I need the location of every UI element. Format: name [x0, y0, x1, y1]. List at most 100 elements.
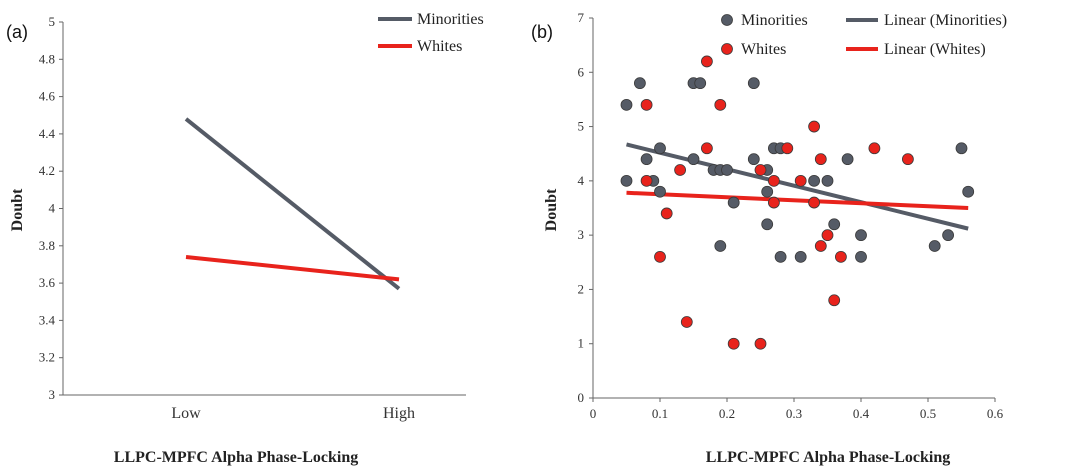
panel-b-legend-label: Minorities [741, 12, 808, 29]
panel-b-point-0 [808, 174, 820, 187]
panel-a-y-tick-label: 4.2 [39, 163, 55, 178]
panel-a-x-axis-title: LLPC-MPFC Alpha Phase-Locking [114, 449, 358, 466]
panel-b-point-0 [855, 250, 867, 263]
panel-b-point-1 [868, 142, 881, 155]
panel-a-legend-label: Minorities [417, 11, 484, 28]
panel-b-point-1 [794, 174, 807, 187]
panel-b-y-tick-label: 0 [578, 390, 585, 405]
panel-b-y-tick-label: 7 [578, 10, 585, 25]
panel-a-y-tick-label: 4.6 [39, 89, 56, 104]
panel-b-point-1 [660, 207, 673, 220]
panel-b-point-1 [680, 316, 693, 328]
panel-b-legend-label: Linear (Minorities) [884, 12, 1007, 29]
panel-b-point-0 [654, 185, 666, 198]
panel-b-y-tick-label: 2 [578, 281, 585, 296]
panel-b-point-1 [814, 240, 827, 252]
panel-a-y-tick-label: 3.6 [39, 275, 56, 290]
panel-b-point-1 [808, 120, 820, 133]
panel-b-legend-marker [721, 14, 733, 26]
panel-b-point-0 [620, 98, 633, 111]
panel-b-point-1 [781, 142, 794, 155]
panel-b-point-1 [640, 98, 653, 111]
panel-b-point-0 [828, 218, 841, 231]
panel-b-point-1 [640, 174, 653, 187]
panel-b-y-tick-label: 4 [578, 173, 585, 188]
panel-a-y-tick-label: 5 [49, 14, 56, 29]
panel-a-series-line-0 [184, 117, 401, 291]
panel-b-point-1 [701, 142, 713, 155]
panel-a-series-line-1 [185, 255, 400, 282]
panel-a-y-tick-label: 4 [49, 201, 56, 216]
panel-b-point-0 [928, 240, 941, 252]
panel-a-legend: Minorities Whites [378, 11, 484, 55]
panel-b-point-1 [754, 164, 767, 176]
panel-b-x-tick-label: 0.4 [853, 406, 870, 421]
panel-b-point-0 [640, 153, 653, 166]
panel-b-point-1 [654, 250, 666, 263]
panel-b-y-axis-title: Doubt [543, 188, 560, 231]
panel-b-point-0 [855, 229, 867, 242]
panel-b-x-axis-title: LLPC-MPFC Alpha Phase-Locking [706, 449, 950, 466]
panel-b-legend-marker [721, 43, 733, 55]
panel-b-point-0 [955, 142, 968, 155]
panel-b-point-0 [821, 174, 834, 187]
panel-b-point-0 [841, 153, 854, 166]
panel-b-point-1 [714, 98, 727, 111]
panel-b-label: (b) [531, 22, 553, 42]
panel-b-point-0 [942, 229, 954, 242]
panel-b-point-0 [747, 153, 760, 166]
panel-a-y-tick-label: 3.8 [39, 238, 55, 253]
panel-b-x-tick-label: 0.6 [987, 406, 1004, 421]
panel-b-point-0 [761, 218, 774, 231]
panel-b-point-0 [727, 196, 740, 209]
panel-a-y-axis-title: Doubt [9, 188, 26, 231]
panel-b-point-0 [774, 250, 787, 263]
panel-b-x-tick-label: 0.3 [786, 406, 802, 421]
panel-b-legend: Minorities Whites Linear (Minorities) Linea… [721, 12, 1007, 58]
panel-b-point-0 [714, 240, 727, 252]
panel-a-x-tick-label: High [383, 405, 415, 422]
panel-b-point-1 [727, 337, 740, 350]
panel-a-y-tick-label: 3.4 [39, 312, 56, 327]
panel-a-x-tick-label: Low [171, 405, 201, 422]
panel-b-point-0 [654, 142, 666, 155]
panel-b-y-tick-label: 3 [578, 227, 585, 242]
panel-a-legend-label: Whites [417, 38, 462, 55]
panel-b-x-tick-label: 0.1 [652, 406, 668, 421]
panel-b-point-0 [962, 185, 975, 198]
panel-b-point-0 [747, 77, 760, 90]
panel-b-point-1 [814, 153, 827, 166]
panel-b-point-1 [821, 229, 834, 242]
panel-b-point-0 [687, 153, 700, 166]
panel-a-y-tick-label: 3 [49, 387, 56, 402]
panel-b-legend-label: Whites [741, 41, 786, 58]
panel-a-label: (a) [6, 22, 28, 42]
panel-b-trendline-2 [626, 142, 969, 231]
panel-b-point-0 [694, 77, 707, 90]
panel-b-point-0 [634, 77, 646, 90]
panel-b-point-0 [620, 174, 633, 187]
panel-b-point-1 [701, 55, 713, 68]
panel-b-x-tick-label: 0.2 [719, 406, 735, 421]
panel-b-point-1 [902, 153, 914, 166]
panel-b-chart: (b) LLPC-MPFC Alpha Phase-Locking Doubt … [531, 10, 1007, 466]
panel-b-point-0 [794, 250, 807, 263]
panel-b-trendline-3 [626, 190, 969, 210]
panel-a-y-tick-label: 4.4 [39, 126, 56, 141]
panel-b-point-1 [828, 294, 841, 307]
panel-b-y-tick-label: 5 [578, 119, 585, 134]
panel-b-point-0 [721, 164, 733, 176]
panel-b-y-tick-label: 6 [578, 64, 585, 79]
panel-b-point-1 [835, 250, 847, 263]
panel-b-point-1 [768, 174, 780, 187]
panel-a-y-tick-label: 4.8 [39, 51, 55, 66]
panel-b-point-1 [768, 196, 780, 209]
panel-a-chart: (a) LLPC-MPFC Alpha Phase-Locking Doubt … [6, 11, 484, 466]
panel-a-y-tick-label: 3.2 [39, 350, 55, 365]
panel-b-y-tick-label: 1 [578, 336, 585, 351]
panel-b-legend-label: Linear (Whites) [884, 41, 986, 58]
panel-b-point-1 [754, 337, 767, 350]
panel-b-point-1 [808, 196, 820, 209]
panel-b-point-0 [761, 185, 774, 198]
